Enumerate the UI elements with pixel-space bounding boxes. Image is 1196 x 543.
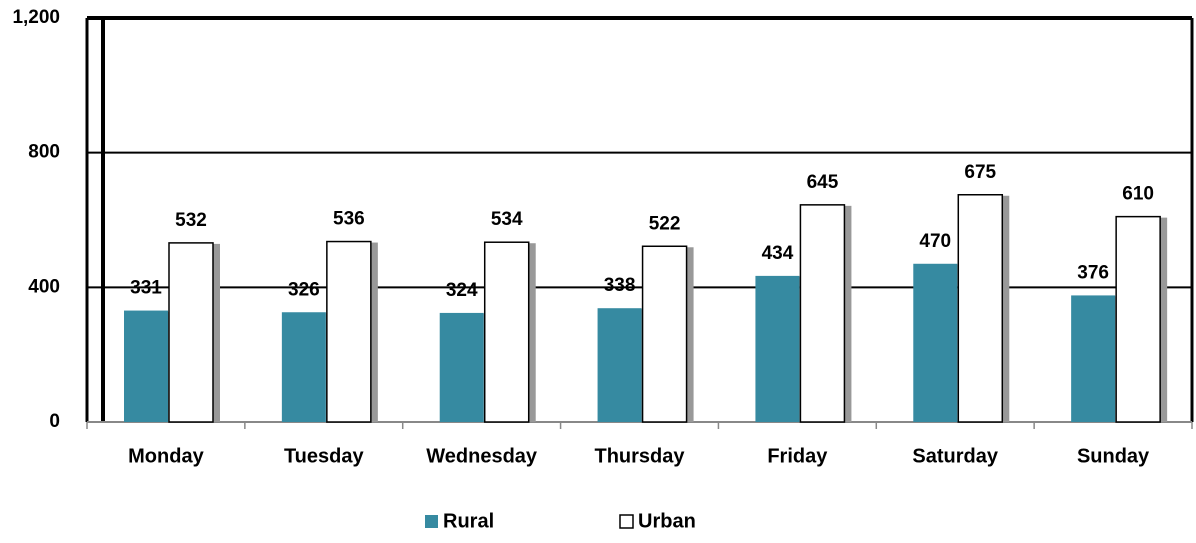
legend-swatch (619, 514, 634, 529)
bar-shadow (844, 205, 852, 422)
y-tick-label: 400 (28, 276, 60, 297)
bar (439, 312, 484, 422)
data-label: 376 (1077, 262, 1109, 283)
data-label: 326 (288, 279, 320, 300)
legend-label: Rural (443, 510, 494, 532)
bar (1071, 295, 1116, 422)
data-label: 536 (333, 209, 365, 230)
bar (755, 275, 800, 422)
bar-shadow (370, 242, 378, 422)
legend-label: Urban (638, 510, 696, 532)
y-tick-label: 1,200 (12, 7, 60, 28)
legend-swatch (425, 515, 438, 528)
data-label: 645 (807, 172, 839, 193)
data-label: 434 (762, 243, 794, 264)
x-tick-label: Friday (767, 445, 828, 467)
data-label: 534 (491, 209, 523, 230)
bar-shadow (528, 243, 536, 422)
x-tick-label: Thursday (594, 445, 685, 467)
bar (281, 312, 326, 422)
bar-shadow (1002, 195, 1010, 422)
x-tick-label: Sunday (1077, 445, 1150, 467)
data-label: 522 (649, 213, 681, 234)
data-label: 532 (175, 210, 207, 231)
bar (799, 204, 846, 423)
data-label: 675 (964, 162, 996, 183)
data-label: 610 (1122, 184, 1154, 205)
x-tick-label: Monday (128, 445, 204, 467)
bar (957, 194, 1004, 423)
bar (326, 240, 372, 423)
y-tick-label: 0 (49, 411, 60, 432)
y-tick-label: 800 (28, 142, 60, 163)
bar-shadow (1160, 217, 1168, 422)
data-label: 338 (604, 275, 636, 296)
bar-shadow (213, 243, 220, 422)
bar (124, 310, 168, 422)
x-tick-label: Wednesday (426, 445, 538, 467)
bar (913, 263, 958, 422)
x-tick-label: Saturday (912, 445, 998, 467)
bar (483, 241, 530, 423)
bar (168, 242, 214, 423)
bar (1115, 215, 1161, 423)
x-tick-label: Tuesday (284, 445, 365, 467)
bar (597, 308, 642, 422)
data-label: 324 (446, 280, 478, 301)
bar (641, 245, 688, 423)
bar-shadow (686, 247, 694, 422)
data-label: 470 (919, 231, 951, 252)
data-label: 331 (130, 278, 162, 299)
